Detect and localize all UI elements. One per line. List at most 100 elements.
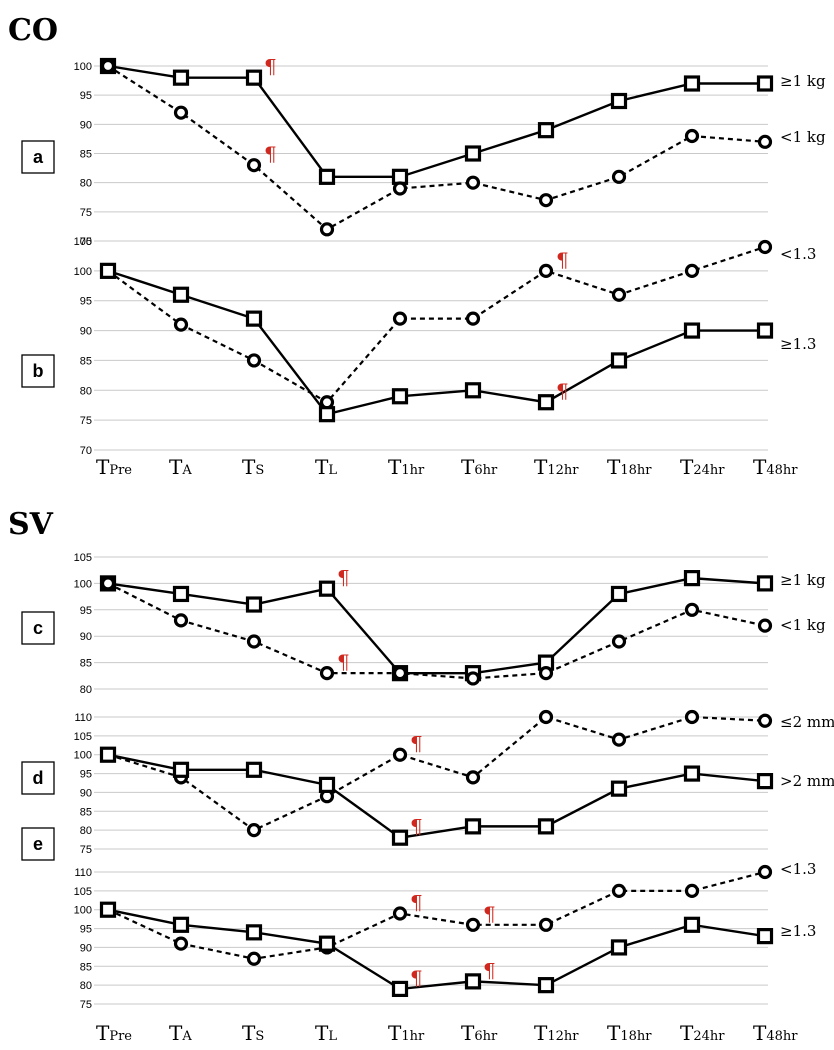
data-point bbox=[172, 761, 190, 778]
x-tick-main: T bbox=[607, 455, 621, 479]
data-point bbox=[538, 263, 554, 278]
y-tick-label: 95 bbox=[80, 769, 92, 781]
data-point bbox=[245, 924, 263, 941]
data-point bbox=[684, 263, 700, 278]
y-tick-label: 75 bbox=[80, 844, 92, 856]
series-label: ≥1 kg bbox=[780, 571, 826, 589]
x-tick-main: T bbox=[607, 1021, 621, 1045]
series-line-b-1 bbox=[107, 269, 765, 416]
x-tick-main: T bbox=[169, 1021, 183, 1045]
data-point bbox=[538, 709, 554, 725]
data-point bbox=[610, 939, 628, 956]
x-tick-label: T18hr bbox=[607, 1021, 652, 1045]
data-point bbox=[756, 575, 774, 592]
series-label: <1.3 bbox=[780, 245, 816, 263]
y-tick-label: 100 bbox=[74, 266, 92, 278]
data-point bbox=[392, 747, 408, 762]
x-tick-label: TA bbox=[169, 1021, 192, 1045]
data-point bbox=[757, 239, 773, 255]
y-tick-label: 100 bbox=[74, 61, 92, 73]
data-point bbox=[100, 576, 116, 591]
series-label: <1 kg bbox=[780, 128, 826, 146]
x-tick-label: T18hr bbox=[607, 455, 652, 479]
x-tick-label: TL bbox=[315, 455, 337, 479]
data-point bbox=[391, 388, 409, 405]
x-tick-label: TA bbox=[169, 455, 192, 479]
y-tick-label: 80 bbox=[80, 178, 92, 190]
x-tick-main: T bbox=[315, 455, 329, 479]
data-point bbox=[246, 634, 262, 649]
x-tick-sub: 48hr bbox=[766, 1029, 798, 1044]
y-tick-label: 80 bbox=[80, 385, 92, 397]
data-point bbox=[391, 980, 409, 998]
y-tick-label: 90 bbox=[80, 119, 92, 131]
data-point bbox=[172, 286, 190, 303]
x-tick-label: TL bbox=[315, 1021, 337, 1045]
data-point bbox=[464, 382, 482, 399]
data-point bbox=[537, 977, 555, 994]
data-point bbox=[465, 311, 481, 326]
series-line-e-0 bbox=[107, 870, 766, 960]
y-tick-label: 85 bbox=[80, 961, 92, 973]
series-line-d-1 bbox=[107, 753, 766, 839]
data-point bbox=[465, 917, 481, 932]
panel-label: e bbox=[33, 834, 43, 854]
x-tick-label: T48hr bbox=[753, 455, 798, 479]
x-tick-main: T bbox=[680, 1021, 694, 1045]
data-point bbox=[173, 936, 189, 951]
data-point bbox=[684, 602, 700, 617]
data-point bbox=[611, 169, 627, 184]
significance-marker: ¶ bbox=[410, 815, 423, 839]
y-tick-label: 75 bbox=[80, 999, 92, 1011]
series-line-a-0 bbox=[107, 64, 765, 179]
data-point bbox=[683, 322, 701, 339]
data-point bbox=[464, 973, 482, 990]
x-tick-sub: 1hr bbox=[401, 1029, 425, 1044]
data-point bbox=[318, 776, 336, 793]
y-tick-label: 95 bbox=[80, 296, 92, 308]
data-point bbox=[684, 128, 700, 144]
significance-marker: ¶ bbox=[556, 379, 569, 403]
y-tick-label: 110 bbox=[74, 867, 92, 879]
data-point bbox=[683, 75, 701, 92]
x-tick-main: T bbox=[461, 455, 475, 479]
panel-label: c bbox=[33, 618, 43, 638]
significance-marker: ¶ bbox=[483, 902, 496, 926]
x-tick-sub: 6hr bbox=[474, 1029, 498, 1044]
data-point bbox=[611, 883, 627, 898]
x-tick-label: TS bbox=[242, 455, 264, 479]
data-point bbox=[392, 181, 408, 196]
data-point bbox=[537, 122, 555, 139]
data-point bbox=[392, 666, 408, 681]
data-point bbox=[246, 951, 262, 966]
data-point bbox=[538, 193, 554, 208]
data-point bbox=[465, 770, 481, 785]
x-tick-label: T12hr bbox=[534, 455, 579, 479]
y-tick-label: 80 bbox=[80, 980, 92, 992]
x-tick-sub: L bbox=[328, 463, 337, 478]
x-tick-label: TS bbox=[242, 1021, 264, 1045]
data-point bbox=[611, 732, 627, 747]
y-tick-label: 105 bbox=[74, 731, 92, 743]
panel-d: 75 80 85 90 95 100 105 110 d ¶ ≤2 mm ¶ >2 mm bbox=[21, 709, 834, 856]
data-point bbox=[100, 58, 116, 74]
y-tick-label: 100 bbox=[74, 905, 92, 917]
panel-label: d bbox=[33, 768, 44, 788]
x-tick-main: T bbox=[315, 1021, 329, 1045]
data-point bbox=[757, 618, 773, 633]
data-point bbox=[537, 818, 555, 835]
data-point bbox=[318, 406, 336, 423]
panel-label: b bbox=[33, 361, 44, 381]
data-point bbox=[99, 901, 117, 918]
y-tick-label: 105 bbox=[74, 552, 92, 564]
series-line-c-1 bbox=[107, 582, 766, 680]
panel-label-box bbox=[21, 140, 55, 174]
x-tick-sub: A bbox=[181, 1029, 192, 1044]
y-tick-label: 85 bbox=[80, 658, 92, 670]
x-tick-main: T bbox=[242, 455, 256, 479]
y-tick-label: 95 bbox=[80, 924, 92, 936]
data-point bbox=[318, 935, 336, 952]
data-point bbox=[610, 92, 628, 110]
x-tick-sub: 12hr bbox=[547, 463, 579, 478]
